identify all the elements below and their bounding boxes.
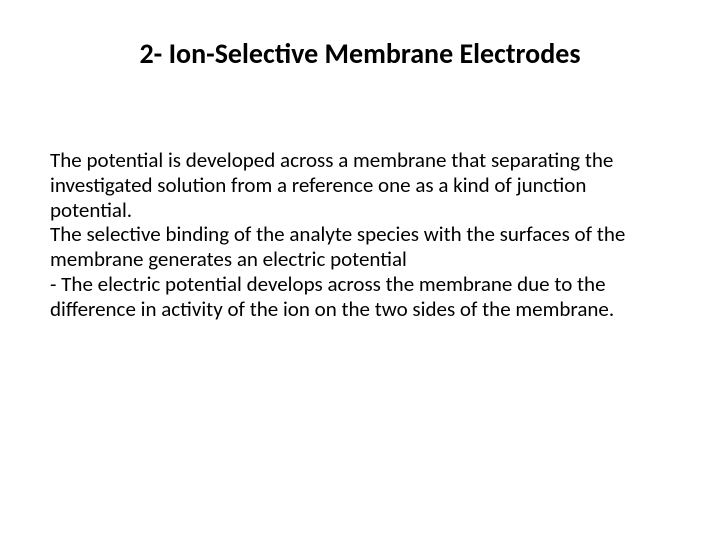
slide-body: The potential is developed across a memb… <box>50 148 670 321</box>
paragraph-1: The potential is developed across a memb… <box>50 147 613 223</box>
slide: 2- Ion-Selective Membrane Electrodes The… <box>0 0 720 540</box>
paragraph-2: The selective binding of the analyte spe… <box>50 221 625 272</box>
slide-title: 2- Ion-Selective Membrane Electrodes <box>0 36 720 71</box>
paragraph-3: - The electric potential develops across… <box>50 271 614 322</box>
